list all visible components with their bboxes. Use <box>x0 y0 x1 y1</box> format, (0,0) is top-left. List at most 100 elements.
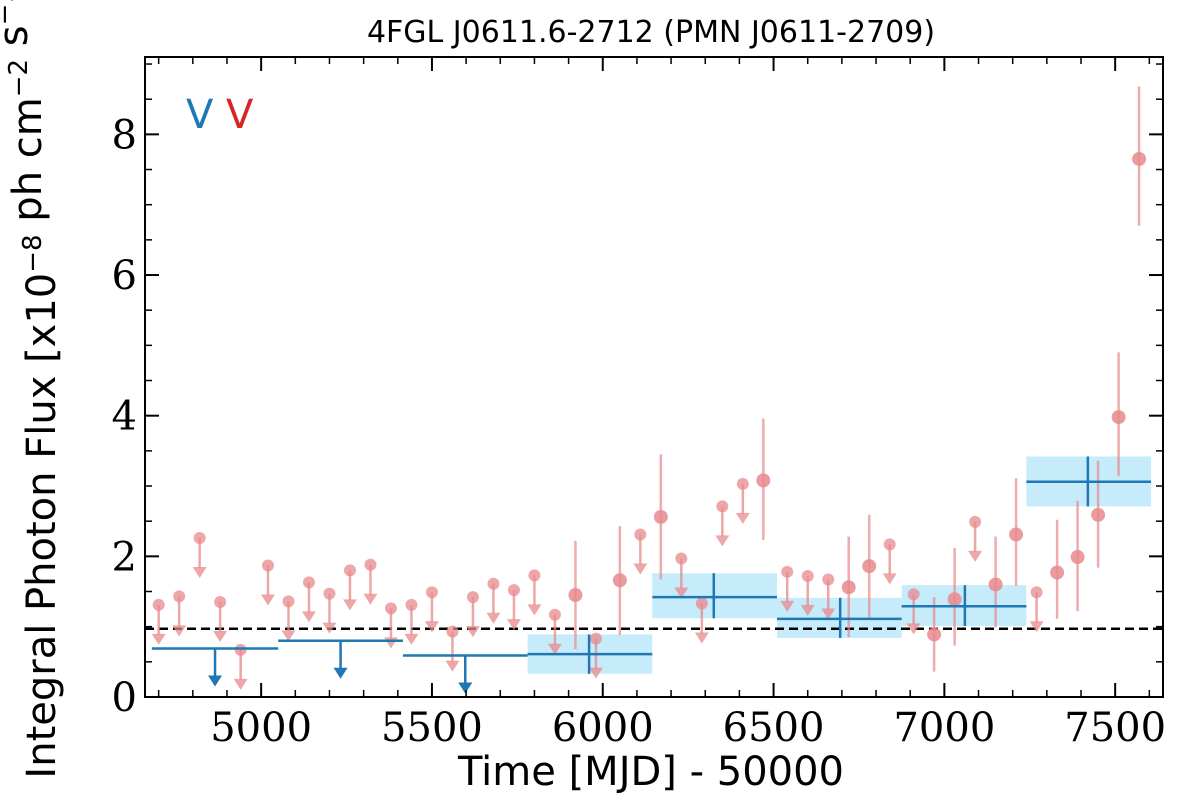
axes: 5000 5500 6000 6500 7000 7500 0 2 4 6 8 <box>112 57 1166 751</box>
short-bin-limit-arrow <box>383 637 398 649</box>
short-bin-limit-point <box>302 576 315 589</box>
short-bin-point <box>1132 151 1147 166</box>
short-bin-limit-arrow <box>281 630 296 642</box>
x-tick-label: 5000 <box>210 705 312 751</box>
long-bin-limit-arrow <box>208 675 223 687</box>
y-tick-label: 2 <box>112 534 137 580</box>
short-bin-limit-point <box>907 588 920 601</box>
short-bin-limit-arrow <box>192 567 207 579</box>
short-bin-limit-point <box>675 552 688 565</box>
short-bin-point <box>568 588 583 603</box>
short-bin-limit-arrow <box>301 611 316 623</box>
short-bin-limit-arrow <box>674 587 689 599</box>
short-bin-limit-arrow <box>322 622 337 634</box>
short-bin-limit-point <box>695 597 708 610</box>
short-bin-limit-arrow <box>800 605 815 617</box>
short-bin-limit-point <box>466 591 479 604</box>
y-axis-label-part: ph cm <box>5 97 51 234</box>
long-bin-limit-arrow <box>333 667 348 679</box>
x-tick-label: 6500 <box>723 705 825 751</box>
short-bin-limit-point <box>548 608 561 621</box>
short-bin-limit-arrow <box>735 512 750 524</box>
legend-mark: V <box>226 92 254 138</box>
y-tick-label: 4 <box>112 394 137 440</box>
short-bin-limit-point <box>405 598 418 611</box>
y-axis-label-exponent: −2 <box>4 59 34 97</box>
short-bin-limit-point <box>282 595 295 608</box>
short-bin-limit-point <box>487 577 500 590</box>
y-axis-label-part: s <box>0 25 37 59</box>
short-bin-limit-arrow <box>506 619 521 631</box>
short-bin-limit-arrow <box>486 612 501 624</box>
x-axis-label: Time [MJD] - 50000 <box>457 749 844 795</box>
short-bin-limit-arrow <box>151 633 166 645</box>
y-axis-label: Integral Photon Flux [x10−8 ph cm−2 s−1] <box>0 0 65 779</box>
y-axis-label-exponent: −8 <box>18 234 48 272</box>
x-tick-label: 7000 <box>893 705 995 751</box>
short-bin-limit-arrow <box>821 608 836 620</box>
short-bin-limit-arrow <box>260 594 275 606</box>
y-axis-label-part: Integral Photon Flux [x10 <box>19 273 65 779</box>
short-bin-point <box>1009 527 1024 542</box>
short-bin-limit-arrow <box>213 631 228 643</box>
short-bin-limit-arrow <box>172 625 187 637</box>
short-bin-limit-arrow <box>342 599 357 611</box>
short-bin-limit-point <box>781 565 794 578</box>
short-bin-limit-point <box>716 500 729 513</box>
long-bin-limit-arrow <box>458 682 473 694</box>
y-tick-label: 6 <box>112 253 137 299</box>
short-bin-point <box>1050 565 1065 580</box>
short-bin-limit-arrow <box>527 604 542 616</box>
short-bin-limit-arrow <box>780 600 795 612</box>
short-bin-limit-arrow <box>445 660 460 672</box>
short-bin-point <box>1070 550 1085 565</box>
short-bin-limit-point <box>343 564 356 577</box>
short-bin-limit-arrow <box>465 626 480 638</box>
short-bin-limit-point <box>193 532 206 545</box>
short-bin-limit-arrow <box>588 667 603 679</box>
short-bin-limit-point <box>589 632 602 645</box>
short-bin-limit-arrow <box>633 563 648 575</box>
short-bin-point <box>1111 410 1126 425</box>
short-bin-limit-arrow <box>906 623 921 635</box>
short-bin-limit-arrow <box>233 678 248 690</box>
short-bin-limit-arrow <box>715 535 730 547</box>
short-bin-limit-point <box>425 586 438 599</box>
short-bin-limit-arrow <box>968 550 983 562</box>
short-bin-limit-point <box>364 558 377 571</box>
short-bin-point <box>1091 507 1106 522</box>
short-bin-limit-point <box>822 573 835 586</box>
short-bin-point <box>841 580 856 595</box>
short-bin-limit-point <box>528 569 541 582</box>
short-bin-limit-point <box>234 643 247 656</box>
short-bin-point <box>612 573 627 588</box>
y-tick-label: 0 <box>112 675 137 721</box>
y-axis-label-exponent: −1 <box>0 0 20 25</box>
plot-frame <box>144 56 1164 698</box>
short-bin-limit-point <box>152 598 165 611</box>
short-bin-point <box>862 559 877 574</box>
short-bin-limit-point <box>384 602 397 615</box>
short-bin-point <box>653 509 668 524</box>
short-bin-limit-point <box>261 559 274 572</box>
chart-title: 4FGL J0611.6-2712 (PMN J0611-2709) <box>367 15 935 50</box>
short-bin-limit-point <box>507 584 520 597</box>
short-bin-point <box>756 473 771 488</box>
short-bin-limit-arrow <box>363 593 378 605</box>
short-bin-point <box>927 627 942 642</box>
short-bin-limit-point <box>634 528 647 541</box>
short-bin-limit-arrow <box>882 573 897 585</box>
legend-mark: V <box>186 92 214 138</box>
x-tick-label: 7500 <box>1064 705 1166 751</box>
short-bin-limit-point <box>173 590 186 603</box>
short-bin-limit-point <box>1030 586 1043 599</box>
short-bin-point <box>988 577 1003 592</box>
short-bin-limit-point <box>801 570 814 583</box>
short-bin-limit-arrow <box>1029 621 1044 633</box>
short-bin-limit-point <box>969 515 982 528</box>
short-bin-limit-point <box>214 596 227 609</box>
short-bin-limit-point <box>736 477 749 490</box>
